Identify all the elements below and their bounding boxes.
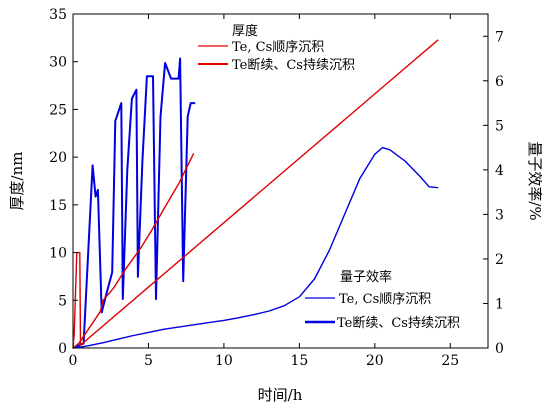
- right-axis-title: 量子效率/%: [526, 141, 542, 220]
- x-tick-label-4: 20: [366, 353, 384, 369]
- legend-thickness-label-2: Te断续、Cs持续沉积: [232, 58, 355, 73]
- x-tick-label-2: 10: [215, 353, 233, 369]
- y-left-tick-label-7: 35: [49, 7, 67, 23]
- y-right-tick-label-1: 1: [495, 296, 504, 312]
- plot-frame: [72, 13, 489, 349]
- left-axis-title: 厚度/nm: [8, 152, 26, 211]
- legend-qe-label-1: Te, Cs顺序沉积: [339, 292, 431, 307]
- y-right-tick-label-0: 0: [495, 341, 504, 357]
- axis-ticks: 0 5 10 15 20 25 0 5 10 15 20 25 30 35 0 1 2 3 4 5 6 7: [49, 7, 504, 369]
- legend-qe-title: 量子效率: [340, 269, 392, 285]
- y-left-tick-label-0: 0: [58, 341, 67, 357]
- series-qe-2: [72, 146, 439, 349]
- y-right-tick-label-2: 2: [495, 252, 504, 268]
- legend-thickness-title: 厚度: [232, 23, 258, 39]
- y-right-tick-label-4: 4: [495, 163, 504, 179]
- y-left-tick-label-5: 25: [49, 102, 67, 118]
- y-left-tick-label-4: 20: [49, 150, 67, 166]
- legend-thickness-label-1: Te, Cs顺序沉积: [232, 40, 324, 55]
- x-axis-title: 时间/h: [258, 386, 303, 404]
- x-tick-label-5: 25: [441, 353, 459, 369]
- quantum-efficiency-series: [72, 57, 439, 349]
- series-thickness-1: [72, 152, 195, 349]
- thickness-series: [72, 39, 439, 349]
- y-left-tick-label-6: 30: [49, 55, 67, 71]
- y-right-tick-label-5: 5: [495, 118, 504, 134]
- x-tick-label-1: 5: [144, 353, 153, 369]
- legend-thickness: 厚度 Te, Cs顺序沉积 Te断续、Cs持续沉积: [198, 23, 355, 73]
- y-left-tick-label-3: 15: [49, 198, 67, 214]
- series-qe-3: [72, 57, 196, 349]
- x-tick-label-0: 0: [69, 353, 78, 369]
- y-left-tick-label-1: 5: [58, 293, 67, 309]
- y-right-tick-label-3: 3: [495, 207, 504, 223]
- y-left-tick-label-2: 10: [49, 246, 67, 262]
- y-right-tick-label-7: 7: [495, 29, 504, 45]
- x-tick-label-3: 15: [290, 353, 308, 369]
- y-right-tick-label-6: 6: [495, 74, 504, 90]
- series-thickness-0: [72, 39, 439, 349]
- legend-qe-label-2: Te断续、Cs持续沉积: [337, 316, 460, 331]
- legend-qe: 量子效率 Te, Cs顺序沉积 Te断续、Cs持续沉积: [305, 269, 460, 331]
